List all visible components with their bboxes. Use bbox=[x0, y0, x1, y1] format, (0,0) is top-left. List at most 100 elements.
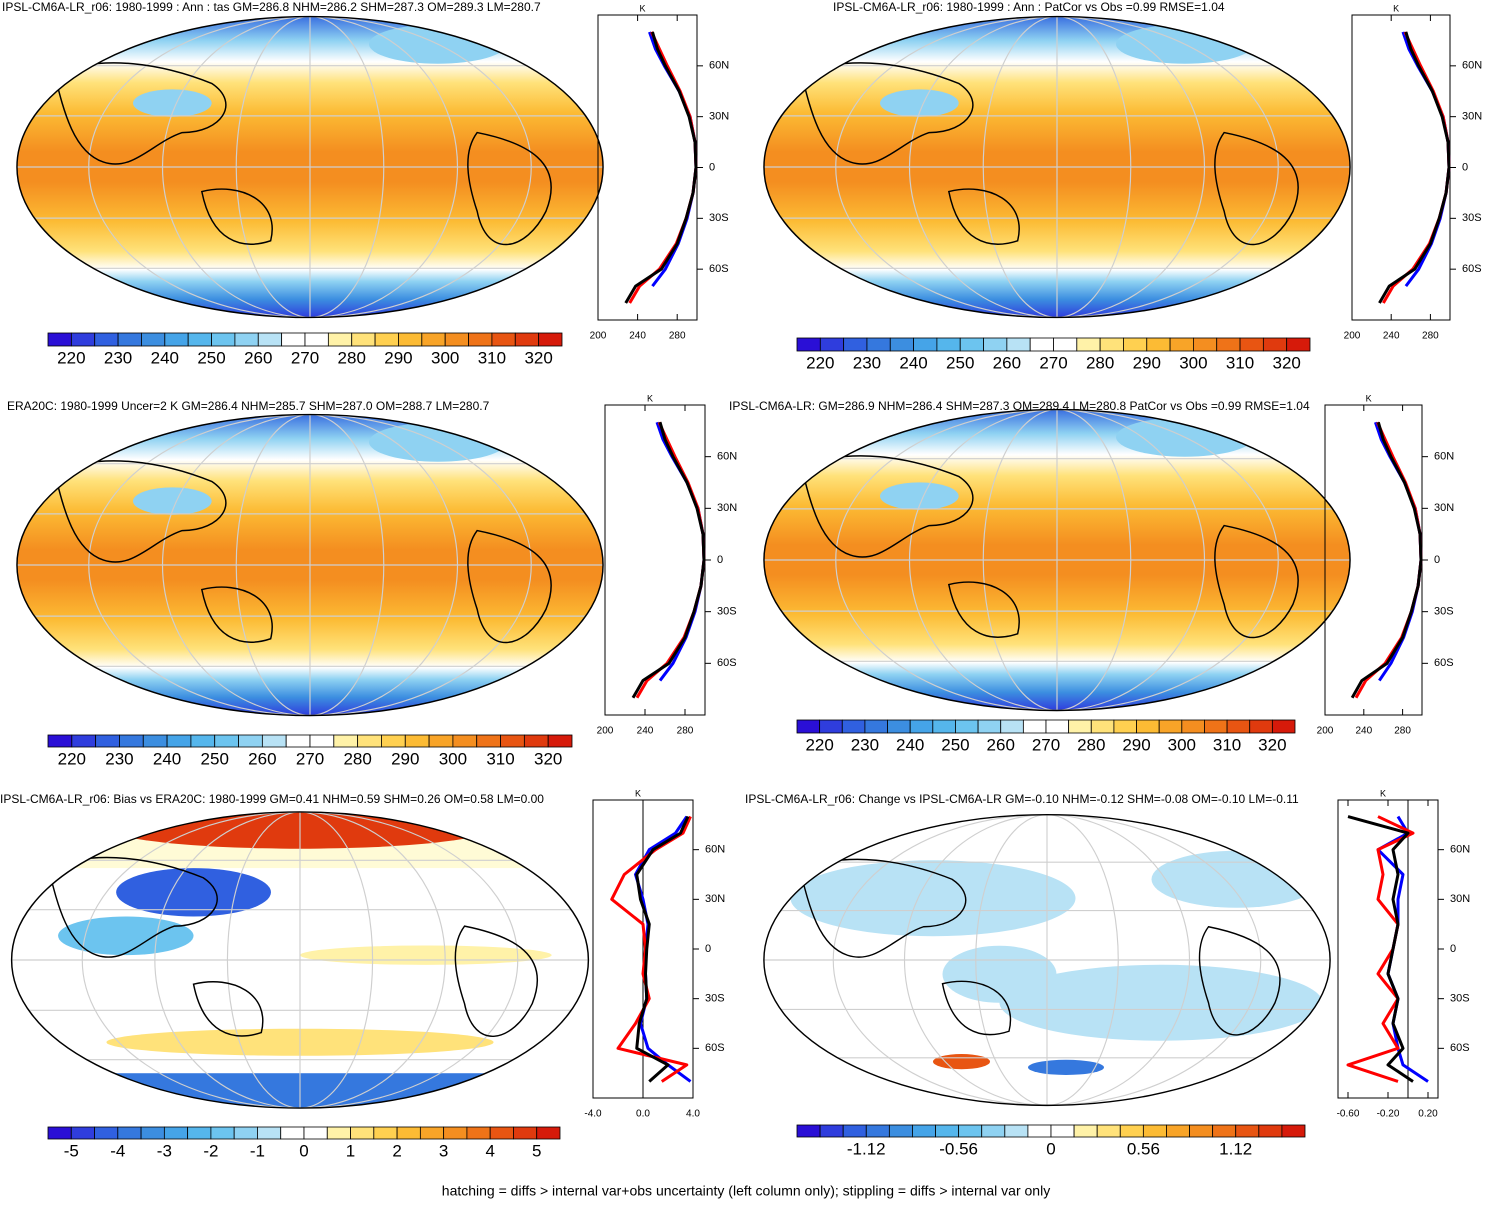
colorbar-box bbox=[819, 337, 845, 352]
colorbar-box bbox=[94, 332, 119, 347]
colorbar-tick-label: 5 bbox=[532, 1141, 541, 1160]
colorbar-box bbox=[888, 1124, 913, 1138]
colorbar-box bbox=[1004, 1124, 1029, 1138]
colorbar-box bbox=[94, 1126, 119, 1140]
colorbar-box bbox=[796, 719, 821, 734]
colorbar-box bbox=[523, 734, 549, 748]
colorbar-box bbox=[1090, 719, 1115, 734]
colorbar-box bbox=[257, 1126, 282, 1140]
colorbar-tick-label: 320 bbox=[534, 749, 562, 768]
colorbar-tick-label: 240 bbox=[896, 735, 924, 754]
colorbar-box bbox=[309, 734, 335, 748]
colorbar-tick-label: 260 bbox=[248, 749, 276, 768]
y-tick-label: 30N bbox=[1462, 111, 1482, 123]
y-tick-label: 30N bbox=[1434, 502, 1454, 514]
colorbar-box bbox=[466, 1126, 491, 1140]
colorbar-box bbox=[909, 719, 934, 734]
colorbar-box bbox=[1123, 337, 1148, 352]
colorbar-tick-label: 320 bbox=[1272, 353, 1300, 372]
colorbar-box bbox=[303, 1126, 328, 1140]
colorbar-box bbox=[1022, 719, 1047, 734]
map bbox=[10, 806, 591, 1112]
map bbox=[764, 410, 1350, 711]
colorbar-box bbox=[866, 337, 891, 352]
colorbar-box bbox=[959, 337, 984, 352]
colorbar-box bbox=[140, 1126, 165, 1140]
colorbar-tick-label: 4 bbox=[485, 1141, 494, 1160]
colorbar-box bbox=[958, 1124, 983, 1138]
colorbar-tick-label: 290 bbox=[391, 749, 419, 768]
y-tick-label: 60S bbox=[1434, 657, 1454, 669]
colorbar-box bbox=[1249, 719, 1273, 734]
y-tick-label: 30S bbox=[1450, 993, 1470, 1005]
profile-unit: K bbox=[647, 393, 653, 403]
colorbar-box bbox=[865, 1124, 890, 1138]
colorbar-box bbox=[935, 1124, 960, 1138]
colorbar-box bbox=[443, 1126, 468, 1140]
x-tick-label: 200 bbox=[1317, 726, 1334, 737]
colorbar-box bbox=[1053, 337, 1078, 352]
colorbar-box bbox=[1136, 719, 1160, 734]
colorbar-box bbox=[977, 719, 1002, 734]
colorbar-box bbox=[936, 337, 961, 352]
x-tick-label: 200 bbox=[597, 726, 614, 737]
colorbar-tick-label: 270 bbox=[1039, 353, 1067, 372]
x-tick-label: 240 bbox=[1355, 726, 1372, 737]
map bbox=[17, 415, 603, 716]
colorbar-box bbox=[452, 734, 478, 748]
colorbar-tick-label: 230 bbox=[105, 749, 133, 768]
colorbar-box bbox=[514, 332, 540, 347]
y-tick-label: 0 bbox=[717, 554, 723, 566]
profile-line bbox=[1347, 815, 1414, 1083]
map bbox=[17, 17, 603, 318]
colorbar-box bbox=[381, 734, 406, 748]
colorbar-box bbox=[491, 332, 516, 347]
colorbar-tick-label: 2 bbox=[392, 1141, 401, 1160]
colorbar-box bbox=[1271, 719, 1296, 734]
colorbar-box bbox=[398, 332, 423, 347]
colorbar-box bbox=[819, 1124, 844, 1138]
y-tick-label: 30S bbox=[705, 993, 725, 1005]
colorbar-box bbox=[1068, 719, 1092, 734]
colorbar-tick-label: 300 bbox=[439, 749, 467, 768]
colorbar-box bbox=[327, 332, 353, 347]
colorbar-box bbox=[117, 332, 142, 347]
colorbar-box bbox=[444, 332, 469, 347]
footer-note: hatching = diffs > internal var+obs unce… bbox=[442, 1183, 1050, 1199]
colorbar-tick-label: 280 bbox=[338, 348, 366, 367]
panel-title: IPSL-CM6A-LR_r06: Bias vs ERA20C: 1980-1… bbox=[0, 792, 544, 806]
panel-title: IPSL-CM6A-LR_r06: 1980-1999 : Ann : tas … bbox=[2, 0, 541, 14]
colorbar-tick-label: 250 bbox=[941, 735, 969, 754]
colorbar-tick-label: 3 bbox=[439, 1141, 448, 1160]
y-tick-label: 60S bbox=[717, 657, 737, 669]
colorbar-box bbox=[955, 719, 979, 734]
colorbar-box bbox=[1239, 337, 1264, 352]
colorbar-box bbox=[1050, 1124, 1075, 1138]
colorbar-box bbox=[374, 332, 399, 347]
colorbar-box bbox=[281, 332, 306, 347]
colorbar-box bbox=[1027, 1124, 1052, 1138]
x-tick-label: 4.0 bbox=[686, 1109, 700, 1120]
colorbar-box bbox=[350, 1126, 375, 1140]
colorbar-tick-label: 220 bbox=[57, 348, 85, 367]
colorbar-box bbox=[1226, 719, 1251, 734]
colorbar-box bbox=[1193, 337, 1218, 352]
profile-line bbox=[635, 421, 706, 699]
panel-title: IPSL-CM6A-LR: GM=286.9 NHM=286.4 SHM=287… bbox=[729, 399, 1310, 413]
y-tick-label: 60S bbox=[1450, 1042, 1470, 1054]
colorbar-box bbox=[187, 332, 212, 347]
colorbar-box bbox=[47, 734, 73, 748]
colorbar-box bbox=[261, 734, 287, 748]
colorbar-box bbox=[841, 719, 866, 734]
colorbar-box bbox=[1099, 337, 1124, 352]
colorbar-box bbox=[421, 332, 446, 347]
profile-unit: K bbox=[635, 788, 641, 798]
colorbar-tick-label: 220 bbox=[805, 735, 833, 754]
colorbar-box bbox=[214, 734, 239, 748]
colorbar-tick-label: 300 bbox=[431, 348, 459, 367]
colorbar-box bbox=[1216, 337, 1241, 352]
x-tick-label: 280 bbox=[1422, 331, 1439, 342]
profile-frame bbox=[1351, 14, 1451, 321]
profile-unit: K bbox=[1393, 3, 1399, 13]
colorbar-tick-label: 230 bbox=[851, 735, 879, 754]
